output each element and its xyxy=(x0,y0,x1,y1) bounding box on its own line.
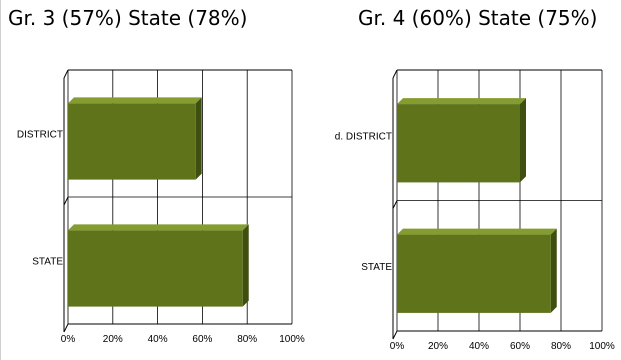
bar-0 xyxy=(397,98,526,183)
category-label: STATE xyxy=(361,262,392,273)
bar-side-face xyxy=(242,224,249,307)
x-tick-label: 60% xyxy=(192,334,212,345)
bar-1 xyxy=(397,228,557,313)
x-tick-label: 100% xyxy=(589,341,615,352)
y-axis-depth-top xyxy=(63,69,69,79)
bar-side-face xyxy=(550,228,557,313)
y-axis-depth-mid xyxy=(392,200,398,209)
category-label: d. DISTRICT xyxy=(335,131,392,142)
y-axis-depth-bottom xyxy=(392,330,398,340)
category-label: STATE xyxy=(32,257,63,268)
bar-front-face xyxy=(68,103,196,180)
bar-top-face xyxy=(68,97,202,104)
y-axis-depth-mid xyxy=(63,196,69,206)
y-axis-depth-top xyxy=(392,69,398,79)
x-tick-label: 60% xyxy=(510,341,530,352)
bar-1 xyxy=(68,224,249,307)
bar-top-face xyxy=(397,228,557,235)
bar-front-face xyxy=(68,230,243,307)
x-tick-label: 80% xyxy=(237,334,257,345)
bar-front-face xyxy=(397,104,520,183)
bar-0 xyxy=(68,97,202,180)
x-tick-label: 20% xyxy=(428,341,448,352)
x-tick-label: 0% xyxy=(390,341,405,352)
x-tick-label: 40% xyxy=(148,334,168,345)
chart-1: 0% 20% 40% 60% 80% 100% DISTRICT STATE xyxy=(17,69,305,345)
x-tick-label: 0% xyxy=(61,334,76,345)
page-left-edge xyxy=(0,0,1,360)
y-axis-depth-bottom xyxy=(63,323,69,333)
chart-title-grade4: Gr. 4 (60%) State (75%) xyxy=(358,6,598,30)
category-label: DISTRICT xyxy=(17,130,63,141)
chart-title-grade3: Gr. 3 (57%) State (78%) xyxy=(8,6,248,30)
x-tick-label: 20% xyxy=(103,334,123,345)
x-tick-label: 80% xyxy=(551,341,571,352)
x-tick-label: 100% xyxy=(279,334,305,345)
chart-2: 0% 20% 40% 60% 80% 100% d. DISTRICT STATE xyxy=(335,69,615,352)
x-tick-label: 40% xyxy=(469,341,489,352)
bar-front-face xyxy=(397,234,551,313)
bar-top-face xyxy=(68,224,249,231)
bar-side-face xyxy=(520,98,526,183)
bar-side-face xyxy=(195,97,202,180)
bar-top-face xyxy=(397,98,526,105)
